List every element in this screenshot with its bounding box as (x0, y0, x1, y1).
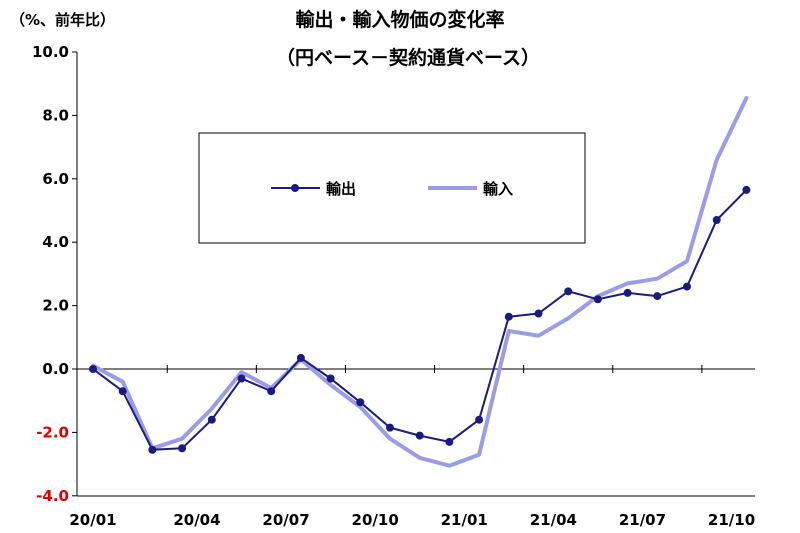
x-tick-label: 21/04 (530, 511, 577, 529)
series-point-export (564, 287, 573, 296)
series-point-export (89, 365, 97, 373)
series-point-export (415, 431, 424, 440)
y-tick-label: 8.0 (42, 106, 69, 124)
series-point-export (178, 444, 187, 453)
series-point-export (475, 415, 484, 424)
series-point-export (504, 312, 513, 321)
plot-area: 10.0 8.0 6.0 4.0 2.0 0.0 -2.0 -4.020/01 20/04 20/… (32, 43, 755, 529)
chart-subtitle: （円ベース－契約通貨ベース） (276, 46, 540, 69)
series-point-export (118, 387, 127, 396)
series-point-export (267, 387, 276, 396)
y-tick-label: -4.0 (36, 487, 69, 505)
x-tick-label: 20/07 (262, 511, 309, 529)
series-line-import (91, 96, 749, 468)
y-tick-label: 0.0 (42, 360, 69, 378)
series-point-export (593, 295, 602, 304)
series-point-export (445, 437, 454, 446)
series-point-export (148, 445, 157, 454)
x-tick-label: 21/07 (619, 511, 666, 529)
x-tick-label: 21/10 (708, 511, 755, 529)
series-point-export (683, 282, 691, 291)
y-tick-label: 4.0 (42, 233, 69, 251)
series-point-export (237, 374, 246, 383)
y-tick-label: 2.0 (42, 297, 69, 315)
legend-export-marker (291, 184, 299, 192)
x-tick-label: 20/01 (69, 511, 116, 529)
x-tick-label: 21/01 (441, 511, 488, 529)
legend: 輸出 輸入 (198, 132, 586, 244)
series-point-export (207, 415, 216, 424)
chart-title: 輸出・輸入物価の変化率 (295, 8, 504, 31)
unit-label: （%、前年比） (10, 11, 115, 29)
series-point-export (356, 398, 365, 407)
series-point-export (386, 423, 394, 432)
legend-box (198, 132, 586, 244)
series-point-export (742, 185, 751, 194)
series-point-export (534, 309, 543, 318)
legend-export-label: 輸出 (326, 180, 356, 198)
series-point-export (623, 288, 632, 297)
y-tick-label: 10.0 (32, 43, 69, 61)
y-tick-label: 6.0 (42, 170, 69, 188)
y-tick-label: -2.0 (36, 423, 69, 441)
series-point-export (653, 292, 662, 301)
series-point-export (296, 353, 305, 362)
x-tick-label: 20/10 (352, 511, 399, 529)
series-point-export (326, 374, 335, 383)
x-tick-label: 20/04 (173, 511, 220, 529)
series-point-export (712, 216, 721, 225)
legend-import-label: 輸入 (483, 180, 513, 198)
